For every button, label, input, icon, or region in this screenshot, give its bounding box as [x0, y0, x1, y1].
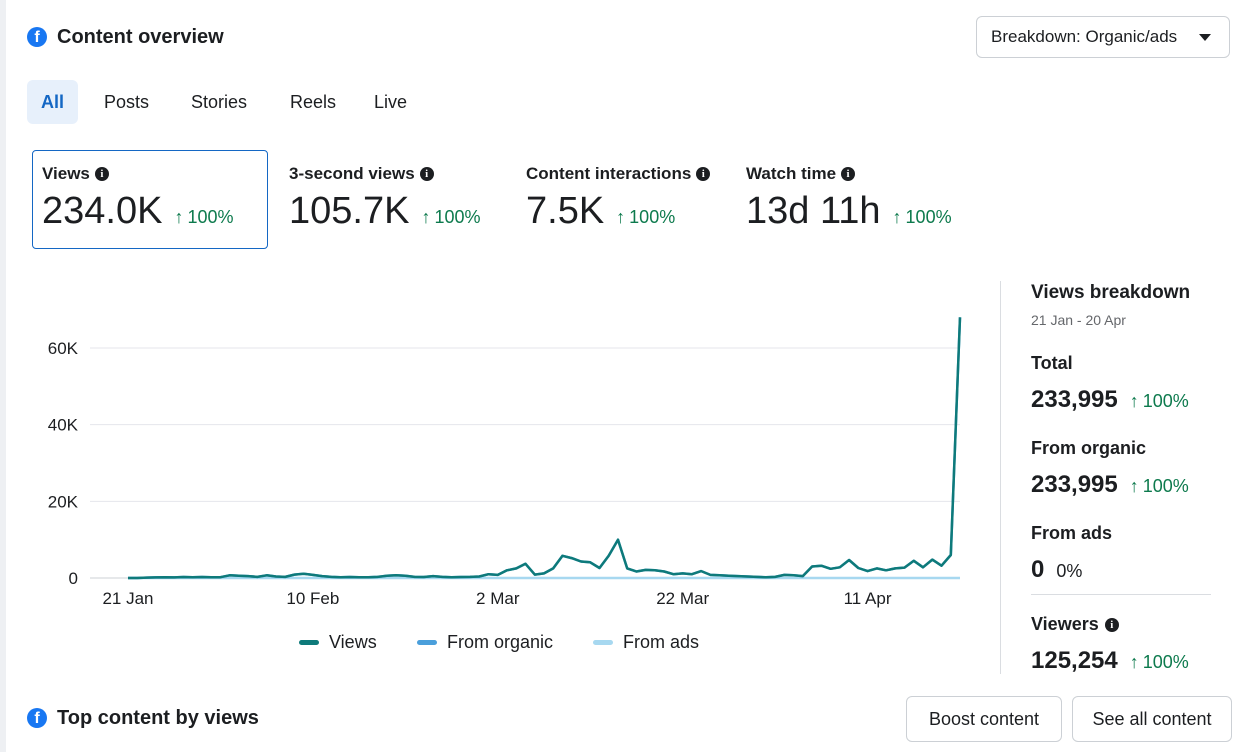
- panel-divider: [1000, 281, 1001, 674]
- total-label: Total: [1031, 353, 1073, 373]
- info-icon[interactable]: i: [419, 167, 434, 181]
- metric-change: 100%: [629, 207, 676, 227]
- x-tick-label: 22 Mar: [656, 589, 709, 608]
- y-tick-label: 60K: [48, 339, 79, 358]
- metric-card-views[interactable]: Views i 234.0K ↑ 100%: [32, 150, 268, 249]
- viewers-value: 125,254: [1031, 647, 1118, 674]
- legend-label: Views: [329, 632, 377, 652]
- views-line-chart: 0 20K 40K 60K 21 Jan 10 Feb 2 Mar 22 Mar 11 Apr: [48, 317, 962, 608]
- organic-label: From organic: [1031, 438, 1147, 458]
- viewers-label-row: Viewers i: [1031, 614, 1119, 635]
- legend-swatch: [299, 640, 319, 645]
- legend-swatch: [417, 640, 437, 645]
- x-tick-label: 11 Apr: [844, 589, 892, 608]
- info-icon[interactable]: i: [94, 167, 109, 181]
- tab-live[interactable]: Live: [374, 91, 408, 112]
- series-line-from-organic[interactable]: [128, 317, 962, 580]
- x-tick-label: 10 Feb: [286, 589, 339, 608]
- legend-item-from-ads[interactable]: From ads: [593, 632, 699, 653]
- x-tick-label: 2 Mar: [476, 589, 520, 608]
- metric-label: Watch time: [746, 164, 837, 183]
- arrow-up-icon: ↑: [1129, 652, 1139, 672]
- page-left-edge: [0, 0, 6, 752]
- breakdown-dropdown[interactable]: Breakdown: Organic/ads: [976, 16, 1230, 58]
- breakdown-separator: [1031, 594, 1211, 595]
- metric-change: 100%: [434, 207, 481, 227]
- legend-label: From ads: [623, 632, 700, 652]
- organic-change: 100%: [1142, 476, 1189, 496]
- section-title: Content overview: [57, 26, 224, 48]
- y-tick-label: 0: [69, 569, 78, 588]
- tab-reels[interactable]: Reels: [290, 91, 337, 112]
- legend-item-from-organic[interactable]: From organic: [417, 632, 553, 653]
- facebook-logo-icon: f: [27, 708, 47, 728]
- top-content-title: Top content by views: [57, 707, 259, 729]
- tab-all[interactable]: All: [27, 80, 78, 124]
- arrow-up-icon: ↑: [616, 207, 626, 227]
- metric-card-3-second-views[interactable]: 3-second views i 105.7K ↑ 100%: [279, 150, 504, 249]
- viewers-value-row: 125,254 ↑ 100%: [1031, 647, 1189, 675]
- organic-value: 233,995: [1031, 471, 1118, 498]
- y-tick-label: 40K: [48, 416, 79, 435]
- info-icon[interactable]: i: [1104, 617, 1119, 632]
- metric-label: 3-second views: [289, 164, 415, 183]
- info-icon[interactable]: i: [841, 167, 856, 181]
- metric-change: 100%: [905, 207, 952, 227]
- arrow-up-icon: ↑: [892, 207, 902, 227]
- breakdown-title: Views breakdown: [1031, 282, 1191, 303]
- see-all-content-button[interactable]: See all content: [1072, 696, 1232, 742]
- y-tick-label: 20K: [48, 492, 79, 511]
- tab-stories[interactable]: Stories: [191, 91, 248, 112]
- legend-item-views[interactable]: Views: [299, 632, 377, 653]
- metric-label: Content interactions: [526, 164, 692, 183]
- arrow-up-icon: ↑: [1129, 476, 1139, 496]
- metric-card-watch-time[interactable]: Watch time i 13d 11h ↑ 100%: [736, 150, 976, 249]
- metric-value: 234.0K: [42, 190, 163, 232]
- x-tick-label: 21 Jan: [102, 589, 153, 608]
- organic-value-row: 233,995 ↑ 100%: [1031, 471, 1189, 499]
- metric-card-content-interactions[interactable]: Content interactions i 7.5K ↑ 100%: [516, 150, 731, 249]
- total-value-row: 233,995 ↑ 100%: [1031, 386, 1189, 414]
- breakdown-date-range: 21 Jan - 20 Apr: [1031, 312, 1126, 328]
- arrow-up-icon: ↑: [421, 207, 431, 227]
- total-change: 100%: [1142, 391, 1189, 411]
- breakdown-dropdown-label: Breakdown: Organic/ads: [991, 27, 1178, 46]
- total-value: 233,995: [1031, 386, 1118, 413]
- metric-label: Views: [42, 164, 90, 183]
- series-line-views[interactable]: [128, 317, 962, 580]
- tab-posts[interactable]: Posts: [104, 91, 150, 112]
- metric-value: 7.5K: [526, 190, 605, 232]
- caret-down-icon: [1199, 34, 1211, 41]
- viewers-change: 100%: [1142, 652, 1189, 672]
- metric-value: 13d 11h: [746, 190, 881, 232]
- ads-change: 0%: [1056, 561, 1083, 581]
- info-icon[interactable]: i: [696, 167, 711, 181]
- metric-value: 105.7K: [289, 190, 410, 232]
- boost-content-button[interactable]: Boost content: [906, 696, 1062, 742]
- facebook-logo-icon: f: [27, 27, 47, 47]
- ads-label: From ads: [1031, 523, 1113, 543]
- arrow-up-icon: ↑: [1129, 391, 1139, 411]
- arrow-up-icon: ↑: [174, 207, 184, 227]
- viewers-label: Viewers: [1031, 614, 1099, 634]
- ads-value-row: 0 0%: [1031, 556, 1082, 584]
- metric-change: 100%: [187, 207, 234, 227]
- ads-value: 0: [1031, 556, 1045, 583]
- legend-label: From organic: [447, 632, 554, 652]
- legend-swatch: [593, 640, 613, 645]
